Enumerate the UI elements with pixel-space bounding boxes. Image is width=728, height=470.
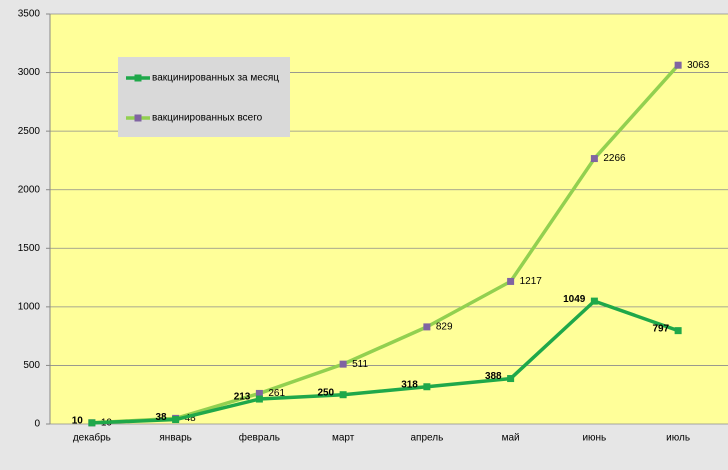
data-label: 318 (401, 379, 418, 390)
data-label: 1049 (563, 294, 586, 305)
series-line (91, 299, 679, 425)
point-marker (590, 155, 598, 163)
x-tick-label: июль (666, 433, 690, 444)
data-label: 797 (652, 323, 669, 334)
y-tick-label: 3000 (18, 67, 41, 78)
point-marker (255, 395, 263, 403)
point-marker (590, 297, 598, 305)
legend-box (118, 57, 290, 137)
point-marker (88, 419, 96, 427)
point-marker (172, 416, 180, 424)
point-marker (674, 61, 682, 69)
point-marker (674, 327, 682, 335)
data-label: 250 (317, 387, 334, 398)
legend-marker (134, 114, 142, 122)
data-label: 511 (352, 359, 368, 370)
data-label: 388 (485, 371, 502, 382)
point-marker (255, 389, 263, 397)
y-tick-label: 3500 (18, 9, 41, 20)
data-label: 213 (234, 392, 251, 403)
data-label: 10 (72, 415, 84, 426)
x-tick-label: январь (159, 433, 191, 444)
data-label: 38 (156, 412, 168, 423)
y-tick-label: 2500 (18, 126, 41, 137)
data-label: 1217 (520, 276, 543, 287)
point-marker (507, 375, 515, 383)
y-tick-label: 0 (34, 419, 40, 430)
x-tick-label: декабрь (73, 432, 111, 444)
point-marker (339, 391, 347, 399)
legend-marker (134, 74, 142, 82)
y-tick-label: 1500 (18, 243, 41, 254)
y-tick-label: 500 (23, 360, 40, 371)
data-label: 829 (436, 322, 453, 333)
point-marker (507, 277, 515, 285)
x-tick-label: апрель (410, 433, 443, 444)
x-tick-label: март (332, 433, 355, 444)
point-marker (423, 323, 431, 331)
series-line (91, 64, 680, 425)
data-label: 2266 (603, 153, 626, 164)
x-tick-label: май (502, 433, 520, 444)
data-label: 261 (268, 388, 285, 399)
x-tick-label: июнь (582, 433, 606, 444)
y-tick-label: 2000 (18, 184, 41, 195)
data-label: 48 (185, 413, 197, 424)
x-tick-label: февраль (239, 432, 280, 444)
y-tick-label: 1000 (18, 301, 41, 312)
legend-label: вакцинированных за месяц (152, 73, 279, 84)
point-marker (423, 383, 431, 391)
data-label: 3063 (687, 60, 710, 71)
legend-label: вакцинированных всего (152, 113, 263, 124)
point-marker (339, 360, 347, 368)
